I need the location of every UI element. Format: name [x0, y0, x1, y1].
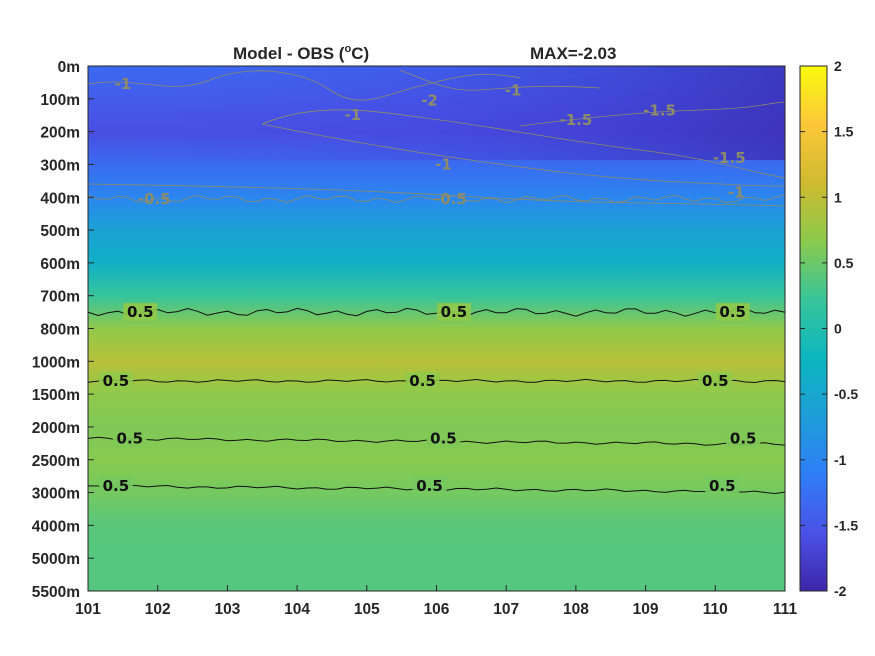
- y-tick-label: 2000m: [32, 420, 80, 437]
- y-axis: 0m 100m 200m 300m 400m 500m 600m 700m 800m 1000m 1…: [32, 59, 94, 601]
- y-tick-label: 1500m: [32, 387, 80, 404]
- contour-label: 0.5: [709, 477, 736, 495]
- contour-label: -1: [115, 75, 132, 93]
- contour-label: -1: [435, 155, 452, 173]
- colorbar-tick-label: -0.5: [834, 386, 858, 402]
- contour-label: 0.5: [702, 372, 729, 390]
- colorbar: 2 1.5 1 0.5 0 -0.5 -1 -1.5 -2: [799, 58, 858, 599]
- contour-label: -2: [421, 91, 438, 109]
- plot-area: 0.5 0.5 0.5 0.5 0.5 0.5 0.5 0.5 0.5 0.5 0.5 0.5 -0.5…: [87, 65, 786, 592]
- y-tick-label: 400m: [40, 190, 80, 207]
- y-tick-label: 5000m: [32, 551, 80, 568]
- colorbar-tick-label: 0.5: [834, 255, 854, 271]
- x-tick-label: 111: [773, 601, 798, 618]
- y-tick-label: 0m: [58, 59, 80, 76]
- cold-anomaly-overlay: [88, 66, 785, 160]
- contour-label: -1: [728, 183, 745, 201]
- y-tick-label: 500m: [40, 223, 80, 240]
- x-tick-label: 104: [284, 601, 310, 618]
- contour-label-backdrop: [698, 372, 733, 390]
- x-tick-label: 110: [703, 601, 728, 618]
- contour-line-negative: [519, 101, 786, 127]
- chart-title: Model - OBS (oC): [233, 43, 369, 63]
- x-tick-label: 105: [354, 601, 380, 618]
- contour-label: 0.5: [127, 303, 154, 321]
- contour-label: 0.5: [441, 303, 468, 321]
- y-tick-label: 100m: [40, 92, 80, 109]
- colorbar-tick-label: 1: [834, 189, 842, 205]
- y-tick-label: 600m: [40, 256, 80, 273]
- x-tick-label: 109: [633, 601, 659, 618]
- contour-label: -1: [505, 82, 522, 100]
- contour-line-negative: [87, 183, 786, 207]
- colorbar-tick-label: 2: [834, 58, 842, 74]
- x-tick-label: 101: [75, 601, 101, 618]
- contour-label-backdrop: [715, 303, 750, 322]
- y-tick-label: 300m: [40, 157, 80, 174]
- contour-label-backdrop: [436, 303, 471, 322]
- y-tick-label: 4000m: [32, 518, 80, 535]
- contour-label: -1.5: [713, 149, 746, 167]
- contour-label: 0.5: [730, 429, 757, 447]
- contour-label: -1.5: [559, 111, 592, 129]
- contour-label: 0.5: [103, 372, 130, 390]
- colorbar-tick-label: 0: [834, 321, 842, 337]
- colorbar-tick-label: -1.5: [834, 517, 858, 533]
- x-tick-label: 102: [145, 601, 171, 618]
- contour-label: -1: [345, 106, 362, 124]
- chart-max-label: MAX=-2.03: [530, 44, 616, 63]
- contour-label: -1.5: [643, 101, 676, 119]
- contour-label: 0.5: [430, 429, 457, 447]
- y-tick-label: 3000m: [32, 486, 80, 503]
- x-tick-label: 106: [424, 601, 450, 618]
- contour-label-backdrop: [98, 477, 133, 495]
- contour-label-backdrop: [112, 429, 147, 448]
- contour-line-negative: [261, 123, 786, 187]
- colorbar-tick-label: -1: [834, 452, 847, 468]
- contour-label-backdrop: [412, 477, 447, 495]
- contour-line-positive: [87, 307, 786, 317]
- contour-label: 0.5: [409, 372, 436, 390]
- contour-label-backdrop: [123, 303, 158, 322]
- x-axis: 101 102 103 104 105 106 107 108 109 110 111: [75, 585, 797, 618]
- contour-label-backdrop: [98, 372, 133, 390]
- contour-label: -0.5: [138, 190, 171, 208]
- y-tick-label: 1000m: [32, 354, 80, 371]
- y-tick-label: 700m: [40, 289, 80, 306]
- y-tick-label: 800m: [40, 322, 80, 339]
- contour-label: -0.5: [434, 190, 467, 208]
- contour-line-negative: [87, 194, 786, 204]
- x-tick-label: 107: [493, 601, 519, 618]
- contour-label-backdrop: [726, 429, 761, 448]
- contour-label-backdrop: [705, 477, 740, 495]
- contour-label-backdrop: [405, 372, 440, 390]
- contour-label: 0.5: [117, 429, 144, 447]
- x-tick-label: 103: [214, 601, 240, 618]
- colorbar-tick-label: 1.5: [834, 124, 854, 140]
- y-tick-label: 5500m: [32, 584, 80, 601]
- contour-labels: 0.5 0.5 0.5 0.5 0.5 0.5 0.5 0.5 0.5 0.5 0.5 0.5 -0.5…: [98, 75, 761, 495]
- y-tick-label: 2500m: [32, 453, 80, 470]
- contour-line-negative: [87, 70, 521, 101]
- contour-line-negative: [261, 109, 786, 179]
- contour-label: 0.5: [103, 477, 130, 495]
- y-tick-label: 200m: [40, 125, 80, 142]
- contour-line-negative: [399, 69, 601, 91]
- contour-label: 0.5: [416, 477, 443, 495]
- colorbar-ticks: 2 1.5 1 0.5 0 -0.5 -1 -1.5 -2: [800, 58, 858, 599]
- contour-label: 0.5: [719, 303, 746, 321]
- x-tick-label: 108: [563, 601, 589, 618]
- contour-label-backdrop: [426, 429, 461, 448]
- colorbar-tick-label: -2: [834, 583, 847, 599]
